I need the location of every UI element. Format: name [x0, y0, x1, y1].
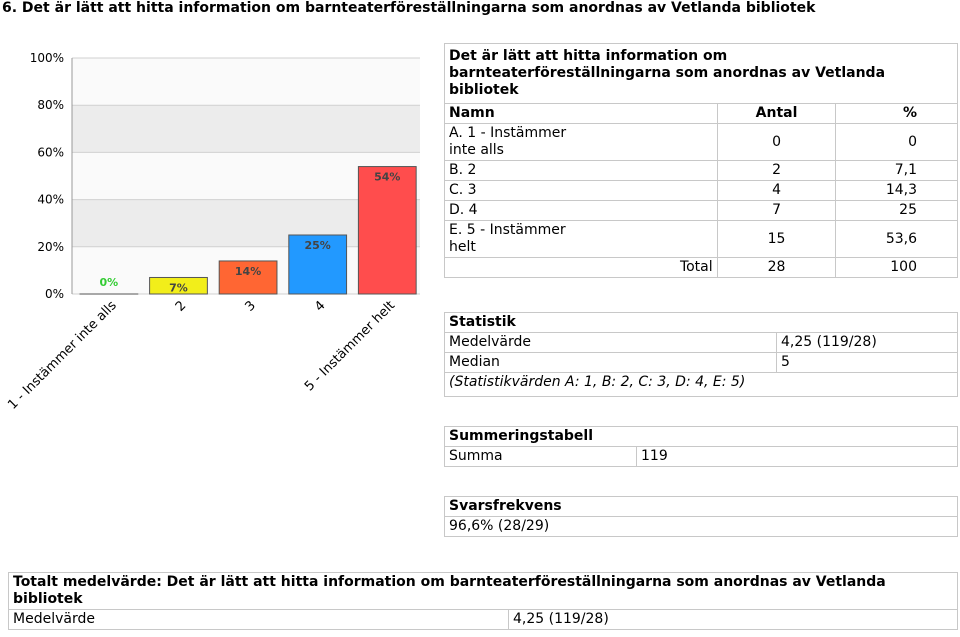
overall-value: 4,25 (119/28) — [508, 609, 958, 630]
header: Antal — [716, 103, 837, 124]
grid-band — [72, 58, 420, 106]
bar — [357, 166, 417, 295]
y-tick-label: 60% — [37, 145, 64, 159]
results-table: Det är lätt att hitta information om bar… — [444, 43, 958, 278]
section-title: Totalt medelvärde: Det är lätt att hitta… — [8, 572, 958, 610]
section-title: Summeringstabell — [444, 426, 958, 447]
section-title: Svarsfrekvens — [444, 496, 958, 517]
overall: Totalt medelvärde: Det är lätt att hitta… — [8, 572, 958, 630]
overall-label: Medelvärde — [8, 609, 509, 630]
y-tick-label: 100% — [30, 51, 64, 65]
y-tick-label: 80% — [37, 98, 64, 112]
row-count: 0 — [716, 123, 837, 161]
response-value: 96,6% (28/29) — [444, 516, 958, 537]
value-label: 0% — [100, 276, 119, 289]
grid-band — [72, 105, 420, 153]
row-count: 15 — [716, 220, 837, 258]
statistics: Statistik Medelvärde 4,25 (119/28) Median… — [444, 312, 958, 397]
row-percent: 7,1 — [835, 160, 958, 181]
y-tick-label: 40% — [37, 193, 64, 207]
x-tick-label: 5 - Instämmer helt — [302, 298, 398, 394]
table-title: Det är lätt att hitta information om bar… — [444, 43, 958, 104]
total-count: 28 — [716, 257, 837, 278]
header: Namn — [444, 103, 718, 124]
stat-label: Median — [444, 352, 777, 373]
page-title: 6. Det är lätt att hitta information om … — [2, 0, 816, 16]
stat-value: 5 — [776, 352, 958, 373]
value-label: 25% — [305, 239, 331, 252]
y-tick-label: 20% — [37, 240, 64, 254]
x-tick-label: 3 — [242, 298, 258, 314]
row-count: 2 — [716, 160, 837, 181]
row-percent: 53,6 — [835, 220, 958, 258]
row-percent: 0 — [835, 123, 958, 161]
bar — [149, 276, 208, 295]
section-title: Statistik — [444, 312, 958, 333]
chart: 0%20%40%60%80%100%0%1 - Instämmer inte a… — [5, 51, 420, 413]
row-name: C. 3 — [444, 180, 718, 201]
x-tick-label: 1 - Instämmer inte alls — [5, 298, 120, 413]
row-count: 4 — [716, 180, 837, 201]
summary: Summeringstabell Summa 119 — [444, 426, 958, 467]
total-label: Total — [444, 257, 718, 278]
row-count: 7 — [716, 200, 837, 221]
row-name: A. 1 - Instämmer inte alls — [444, 123, 718, 161]
total-percent: 100 — [835, 257, 958, 278]
stat-label: Medelvärde — [444, 332, 777, 353]
bar — [288, 234, 348, 295]
bar — [218, 260, 278, 295]
stat-value: 4,25 (119/28) — [776, 332, 958, 353]
row-percent: 14,3 — [835, 180, 958, 201]
value-label: 54% — [374, 171, 400, 184]
value-label: 14% — [235, 265, 261, 278]
value-label: 7% — [169, 281, 188, 294]
summary-value: 119 — [636, 446, 958, 467]
y-tick-label: 0% — [45, 287, 64, 301]
x-tick-label: 2 — [173, 298, 189, 314]
header: % — [835, 103, 958, 124]
summary-label: Summa — [444, 446, 637, 467]
row-percent: 25 — [835, 200, 958, 221]
row-name: B. 2 — [444, 160, 718, 181]
row-name: E. 5 - Instämmer helt — [444, 220, 718, 258]
stat-note: (Statistikvärden A: 1, B: 2, C: 3, D: 4,… — [444, 372, 958, 397]
response-rate: Svarsfrekvens 96,6% (28/29) — [444, 496, 958, 537]
x-tick-label: 4 — [312, 298, 328, 314]
row-name: D. 4 — [444, 200, 718, 221]
